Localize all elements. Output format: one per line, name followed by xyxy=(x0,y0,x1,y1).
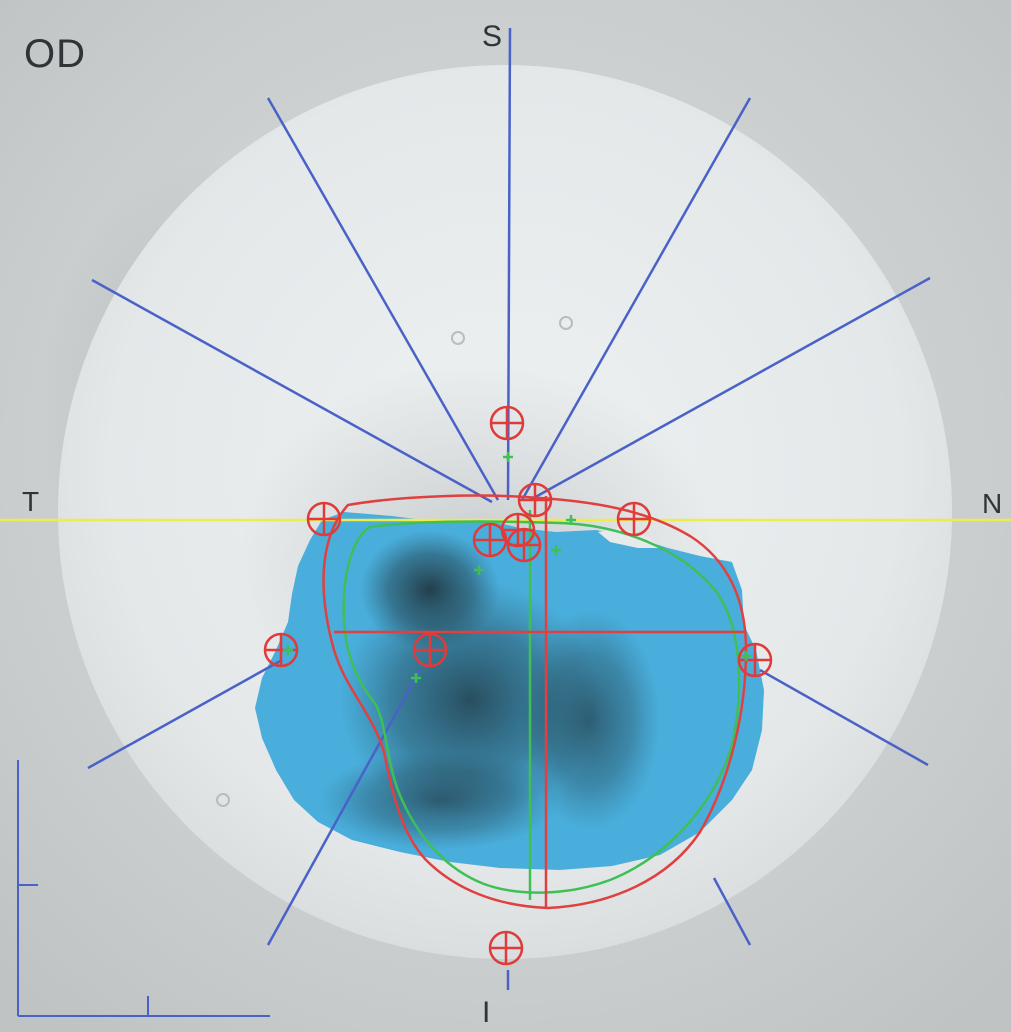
radial-scan-lines xyxy=(87,27,931,990)
cup-notch xyxy=(598,528,660,548)
crosshair-marker-icon xyxy=(737,642,773,678)
crosshair-marker-icon xyxy=(488,930,524,966)
crosshair-marker-icon xyxy=(506,527,542,563)
temporal-label: T xyxy=(22,486,40,517)
scale-bar xyxy=(17,760,270,1017)
disc-contour xyxy=(322,494,748,910)
nasal-label: N xyxy=(982,488,1003,519)
crosshair-marker-icon xyxy=(517,482,553,518)
cup-contour xyxy=(342,520,741,894)
crosshair-marker-icon xyxy=(306,501,342,537)
cup-depth-lower xyxy=(320,750,560,850)
crosshair-marker-icon xyxy=(412,632,448,668)
cup-depth-right xyxy=(520,610,660,830)
inferior-label: I xyxy=(482,996,491,1029)
crosshair-marker-icon xyxy=(489,405,525,441)
crosshair-marker-icon xyxy=(616,501,652,537)
eye-label: OD xyxy=(24,32,86,76)
superior-label: S xyxy=(482,20,503,53)
